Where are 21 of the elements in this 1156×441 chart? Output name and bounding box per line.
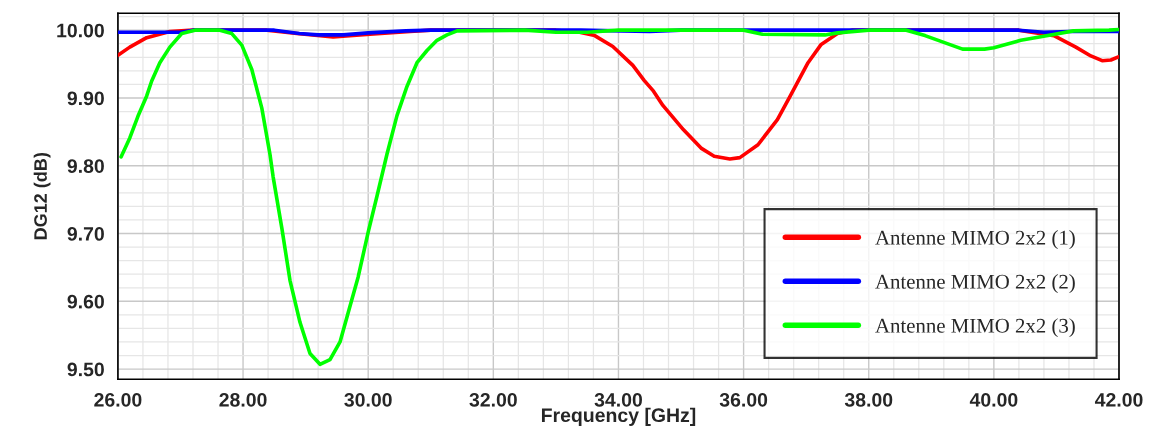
- legend-label: Antenne MIMO 2x2 (3): [875, 318, 1075, 338]
- x-tick-label: 36.00: [719, 392, 768, 407]
- y-tick-label: 10.00: [57, 23, 104, 38]
- x-tick-label: 28.00: [219, 392, 267, 407]
- x-tick-label: 40.00: [969, 392, 1018, 407]
- y-tick-label: 9.60: [67, 294, 104, 309]
- x-tick-label: 38.00: [844, 392, 893, 407]
- line-series: [119, 27, 1120, 367]
- legend-label: Antenne MIMO 2x2 (2): [875, 274, 1075, 294]
- x-tick-label: 34.00: [594, 392, 642, 407]
- x-tick-label: 26.00: [94, 392, 142, 407]
- x-tick-label: 30.00: [344, 392, 392, 407]
- y-tick-label: 9.70: [67, 226, 104, 241]
- y-tick-label: 9.80: [67, 159, 104, 173]
- y-axis-title: DG12 (dB): [33, 153, 51, 240]
- x-axis-title: Frequency [GHz]: [541, 407, 696, 426]
- x-tick-label: 32.00: [469, 392, 517, 407]
- y-tick-label: 9.50: [67, 362, 104, 377]
- x-tick-label: 42.00: [1094, 392, 1143, 407]
- legend-label: Antenne MIMO 2x2 (1): [875, 230, 1075, 249]
- y-tick-label: 9.90: [67, 91, 104, 106]
